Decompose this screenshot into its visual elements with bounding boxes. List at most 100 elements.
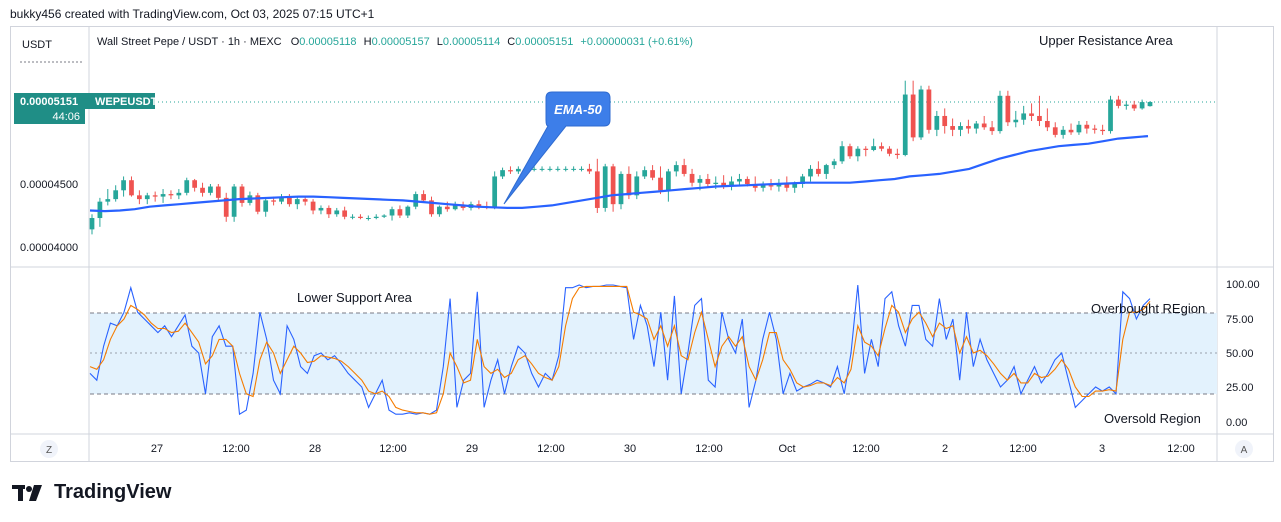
candle-body [508,170,513,172]
overbought-label: Overbought REgion [1091,301,1205,316]
candle-body [223,197,229,217]
candle-body [737,178,742,182]
candle-body [437,206,442,215]
candle-body [168,194,174,196]
candle-body [697,178,703,183]
price-badge-ticker: WEPEUSDT [95,96,158,108]
candle-body [760,185,766,188]
candle-body [910,94,916,138]
candle-body [200,187,205,193]
oscillator-band [90,313,1217,394]
ema-50-series [89,135,1149,213]
candle-body [879,146,884,149]
candle-body [713,182,719,184]
tradingview-logo[interactable]: TradingView [12,481,171,504]
candlestick-series [89,80,1153,235]
time-tick-label: 27 [151,443,163,455]
candle-body [365,218,371,220]
candle-body [405,206,411,216]
candle-body [981,123,987,128]
high-value: 0.00005157 [372,36,430,48]
candle-body [137,195,142,200]
candle-body [918,89,924,138]
candle-body [626,173,632,196]
candle-body [1092,128,1098,130]
osc-tick-label: 0.00 [1226,417,1247,429]
candle-body [1044,121,1050,128]
close-value: 0.00005151 [515,36,573,48]
candle-body [855,148,861,157]
candle-body [555,168,561,170]
auto-scale-button[interactable] [1235,440,1253,458]
candle-body [579,168,584,170]
candle-body [863,148,869,150]
candle-body [1123,104,1129,106]
candle-body [610,166,616,205]
open-value: 0.00005118 [299,36,356,48]
tradingview-logo-icon [12,484,42,501]
candle-body [1100,129,1105,132]
time-tick-label: Oct [778,443,795,455]
zoom-button[interactable] [40,440,58,458]
time-tick-label: 12:00 [537,443,565,455]
candle-body [997,95,1003,132]
candle-body [721,182,727,187]
candle-body [1108,99,1113,132]
auto-scale-button-label[interactable]: A [1241,445,1248,456]
candle-body [784,184,790,188]
candle-body [263,200,269,212]
lower-support-label: Lower Support Area [297,290,413,305]
upper-resistance-label: Upper Resistance Area [1039,33,1173,48]
change-value: +0.00000031 (+0.61%) [580,36,693,48]
candle-body [902,94,908,156]
candle-body [1037,115,1042,121]
candle-body [287,196,292,205]
candle-body [113,190,119,200]
candle-body [989,127,995,132]
candle-body [839,146,845,162]
candle-body [326,207,332,215]
candle-body [255,195,261,212]
candle-body [847,146,853,157]
currency-label[interactable]: USDT [22,39,52,51]
candle-body [444,206,450,210]
candle-body [594,171,600,208]
candle-body [184,180,190,193]
candle-body [958,126,963,130]
candle-body [658,177,663,191]
candle-body [294,199,300,205]
candle-body [618,173,624,205]
candle-body [350,216,355,218]
candle-body [334,210,340,215]
zoom-button-label[interactable]: Z [46,445,52,456]
candle-body [318,207,324,211]
candle-body [231,186,237,217]
candle-body [650,170,655,178]
candle-body [460,205,466,208]
candle-body [176,192,182,196]
candle-body [152,195,158,197]
chart-header: bukky456 created with TradingView.com, O… [10,7,375,21]
candle-body [768,185,774,187]
candle-body [421,194,426,201]
candle-body [673,165,679,172]
candle-body [926,89,932,130]
candle-body [1052,127,1058,135]
candle-body [894,153,900,156]
candle-body [121,180,126,191]
candle-body [950,126,955,130]
candle-body [105,199,111,202]
candle-body [1116,99,1121,106]
candle-body [1147,101,1153,107]
candle-body [823,165,829,174]
candle-body [744,178,750,184]
candle-body [215,186,221,198]
candle-body [279,196,284,202]
candle-body [563,168,569,170]
ohlc-legend: Wall Street Pepe / USDT · 1h · MEXC O0.0… [97,36,693,48]
candle-body [792,184,798,188]
candle-body [342,210,348,217]
candle-body [1084,124,1090,129]
candle-body [1139,102,1145,109]
